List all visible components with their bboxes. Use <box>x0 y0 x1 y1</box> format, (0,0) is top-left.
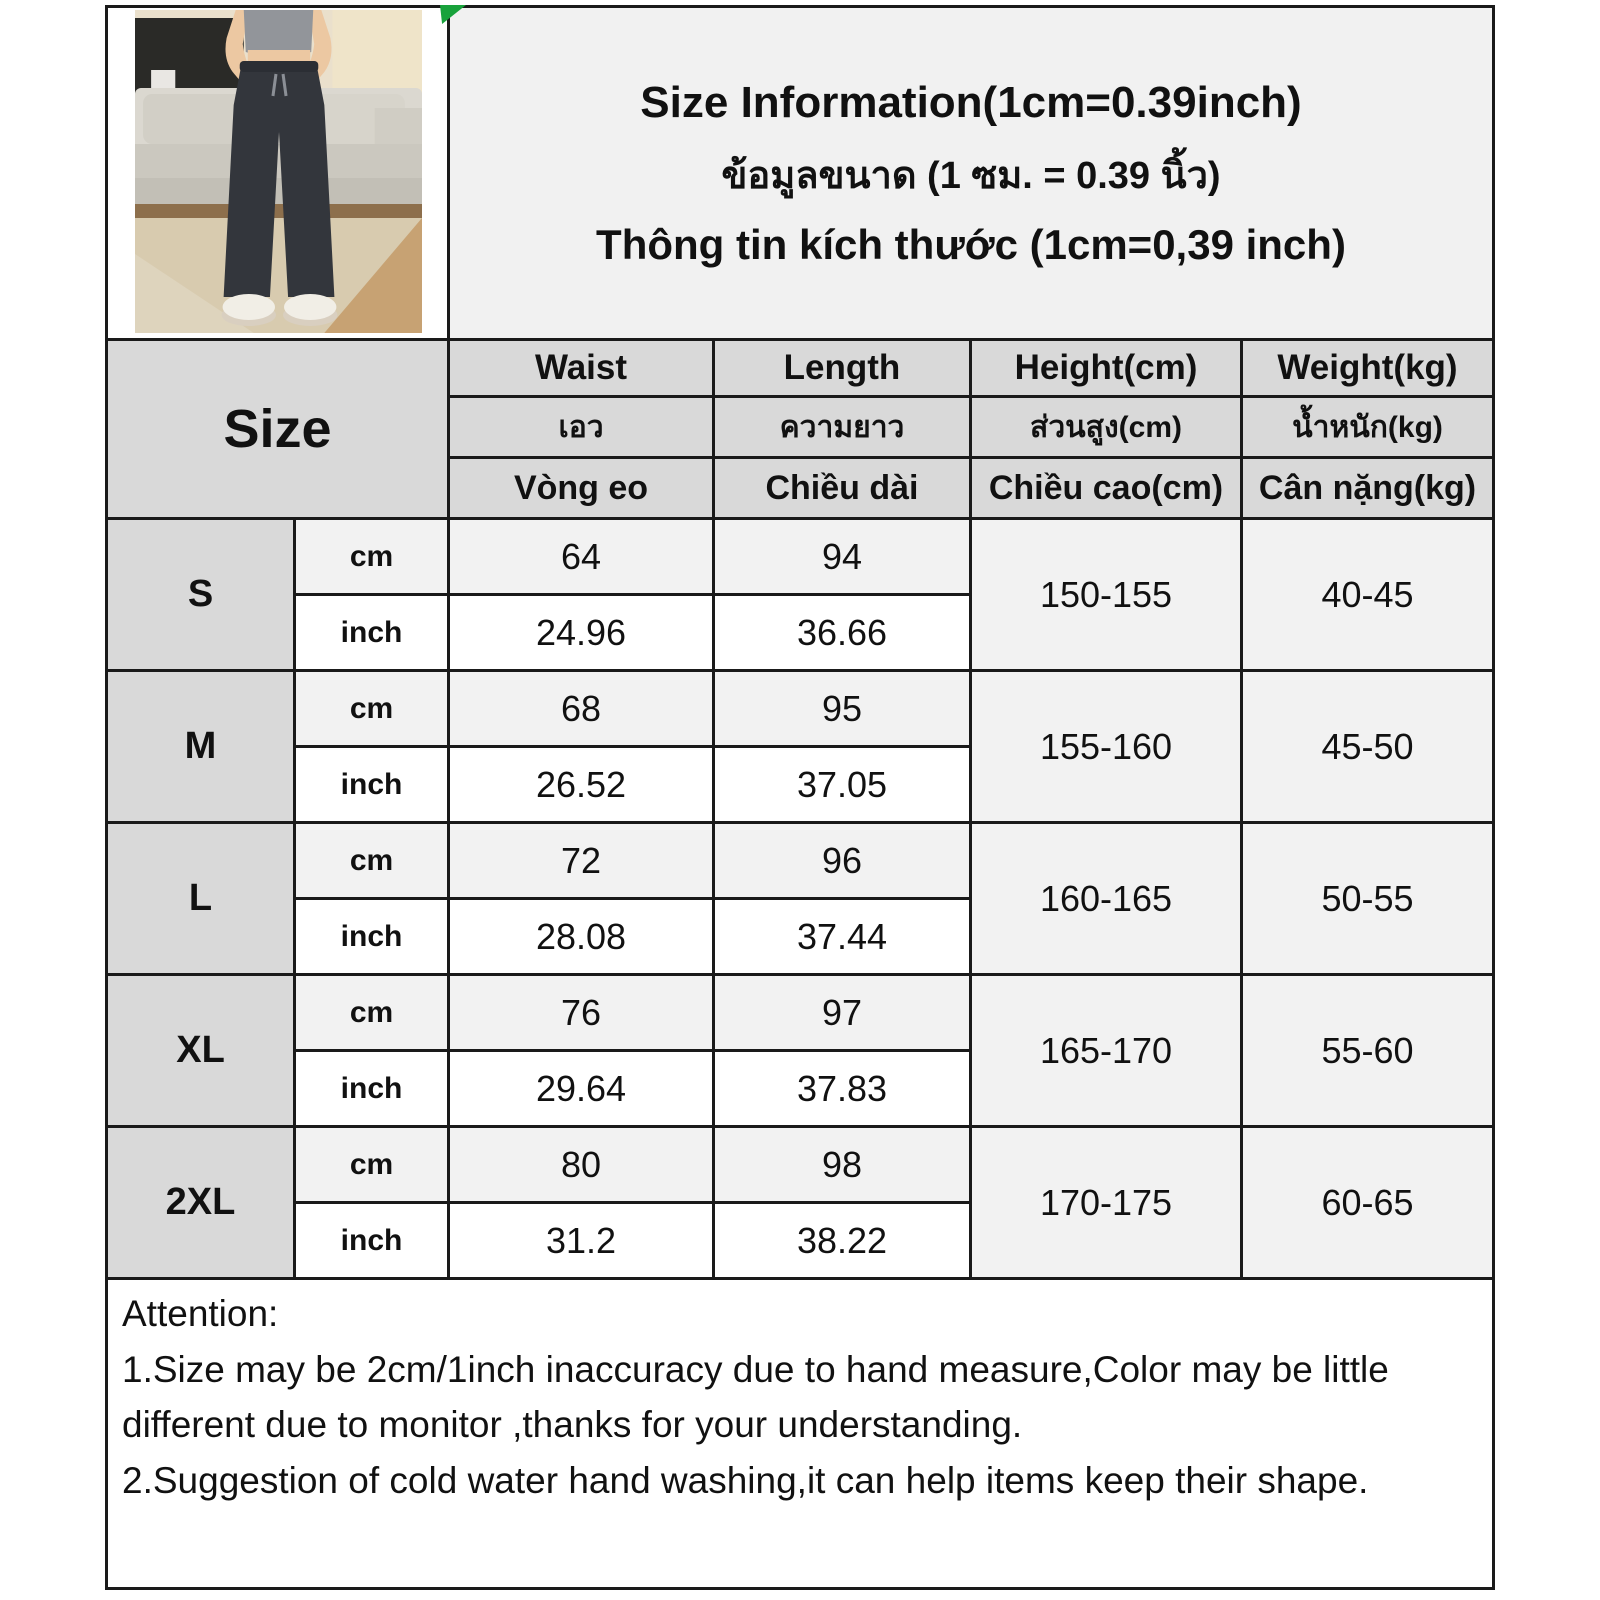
row-XL-size: XL <box>108 976 293 1125</box>
attention-line-2: 2.Suggestion of cold water hand washing,… <box>122 1459 1369 1501</box>
row-L-length-inch: 37.44 <box>715 900 969 973</box>
row-XL-unit-inch: inch <box>296 1052 447 1125</box>
row-L-unit-inch: inch <box>296 900 447 973</box>
row-M-size: M <box>108 672 293 821</box>
title-block: Size Information(1cm=0.39inch) ข้อมูลขนา… <box>450 8 1492 338</box>
row-S-length-inch: 36.66 <box>715 596 969 669</box>
row-M-height: 155-160 <box>972 672 1240 821</box>
row-2XL-length-cm: 98 <box>715 1128 969 1201</box>
col-waist-vi: Vòng eo <box>450 459 712 517</box>
row-S-size: S <box>108 520 293 669</box>
row-L-waist-inch: 28.08 <box>450 900 712 973</box>
row-2XL-size: 2XL <box>108 1128 293 1277</box>
row-M-unit-cm: cm <box>296 672 447 745</box>
attention-heading: Attention: <box>122 1293 279 1334</box>
row-M-weight: 45-50 <box>1243 672 1492 821</box>
col-waist-th: เอว <box>450 398 712 456</box>
col-waist-en: Waist <box>450 341 712 395</box>
row-S-height: 150-155 <box>972 520 1240 669</box>
row-2XL-waist-inch: 31.2 <box>450 1204 712 1277</box>
product-photo-cell <box>108 8 447 338</box>
row-S-unit-inch: inch <box>296 596 447 669</box>
row-XL-length-inch: 37.83 <box>715 1052 969 1125</box>
attention-line-1: 1.Size may be 2cm/1inch inaccuracy due t… <box>122 1348 1389 1446</box>
row-S-waist-inch: 24.96 <box>450 596 712 669</box>
header-section: Size Information(1cm=0.39inch) ข้อมูลขนา… <box>108 5 1492 338</box>
size-chart-sheet: Size Information(1cm=0.39inch) ข้อมูลขนา… <box>105 5 1495 1590</box>
row-L-unit-cm: cm <box>296 824 447 897</box>
attention-note: Attention: 1.Size may be 2cm/1inch inacc… <box>108 1280 1492 1587</box>
row-M-waist-cm: 68 <box>450 672 712 745</box>
row-M-length-cm: 95 <box>715 672 969 745</box>
row-2XL-length-inch: 38.22 <box>715 1204 969 1277</box>
row-XL-length-cm: 97 <box>715 976 969 1049</box>
row-L-weight: 50-55 <box>1243 824 1492 973</box>
row-S-weight: 40-45 <box>1243 520 1492 669</box>
row-2XL-weight: 60-65 <box>1243 1128 1492 1277</box>
size-table: Size Waist Length Height(cm) Weight(kg) … <box>108 341 1492 1277</box>
row-M-unit-inch: inch <box>296 748 447 821</box>
col-length-vi: Chiều dài <box>715 459 969 517</box>
col-height-vi: Chiều cao(cm) <box>972 459 1240 517</box>
row-XL-waist-inch: 29.64 <box>450 1052 712 1125</box>
row-XL-height: 165-170 <box>972 976 1240 1125</box>
title-thai: ข้อมูลขนาด (1 ซม. = 0.39 นิ้ว) <box>721 154 1221 197</box>
product-photo <box>135 10 422 333</box>
col-weight-th: น้ำหนัก(kg) <box>1243 398 1492 456</box>
row-L-height: 160-165 <box>972 824 1240 973</box>
row-XL-unit-cm: cm <box>296 976 447 1049</box>
title-vietnamese: Thông tin kích thước (1cm=0,39 inch) <box>596 220 1346 268</box>
row-L-length-cm: 96 <box>715 824 969 897</box>
row-2XL-waist-cm: 80 <box>450 1128 712 1201</box>
row-XL-weight: 55-60 <box>1243 976 1492 1125</box>
col-length-th: ความยาว <box>715 398 969 456</box>
col-length-en: Length <box>715 341 969 395</box>
row-S-unit-cm: cm <box>296 520 447 593</box>
row-M-waist-inch: 26.52 <box>450 748 712 821</box>
row-M-length-inch: 37.05 <box>715 748 969 821</box>
col-weight-vi: Cân nặng(kg) <box>1243 459 1492 517</box>
row-2XL-unit-cm: cm <box>296 1128 447 1201</box>
row-XL-waist-cm: 76 <box>450 976 712 1049</box>
row-2XL-height: 170-175 <box>972 1128 1240 1277</box>
row-S-waist-cm: 64 <box>450 520 712 593</box>
size-header: Size <box>108 341 447 517</box>
row-2XL-unit-inch: inch <box>296 1204 447 1277</box>
title-english: Size Information(1cm=0.39inch) <box>640 77 1302 127</box>
col-height-en: Height(cm) <box>972 341 1240 395</box>
row-L-size: L <box>108 824 293 973</box>
col-height-th: ส่วนสูง(cm) <box>972 398 1240 456</box>
row-S-length-cm: 94 <box>715 520 969 593</box>
col-weight-en: Weight(kg) <box>1243 341 1492 395</box>
row-L-waist-cm: 72 <box>450 824 712 897</box>
